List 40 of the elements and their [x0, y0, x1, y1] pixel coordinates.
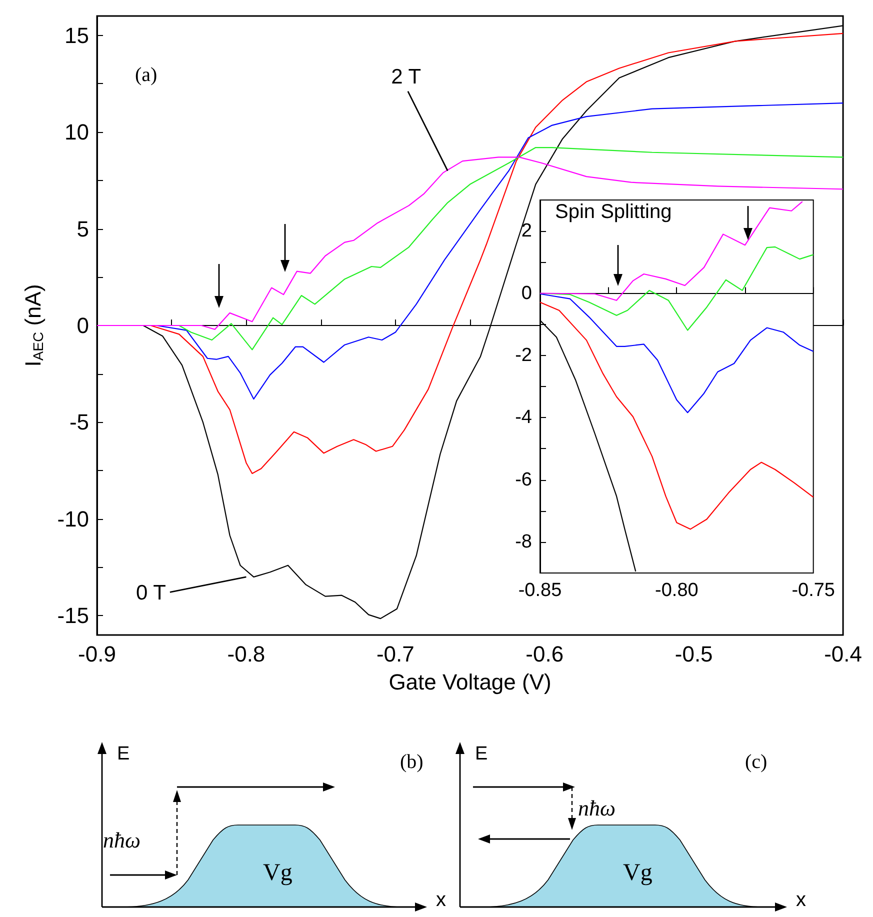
text: Vg: [623, 860, 652, 886]
y-tick-label: 0: [76, 313, 89, 338]
y-tick-label: -5: [69, 410, 89, 435]
y-tick-label: 15: [64, 22, 89, 48]
x-tick-label: -0.6: [526, 642, 564, 666]
y-tick-label: 0: [521, 282, 532, 304]
x-tick-label: -0.7: [376, 642, 414, 666]
text: nħω: [578, 796, 616, 820]
x-tick-label: -0.8: [227, 642, 266, 666]
x-tick-label: -0.85: [518, 580, 562, 601]
text: E: [475, 744, 488, 764]
y-tick-label: -6: [515, 469, 532, 490]
line-series: [539, 201, 803, 301]
annotation: 0 T: [136, 582, 166, 605]
text: (c): [745, 751, 768, 773]
y-tick-label: -15: [57, 603, 89, 628]
annotation: Spin Splitting: [555, 201, 672, 223]
annotation: (a): [135, 64, 158, 86]
x-tick-label: -0.80: [655, 580, 698, 601]
text: x: [796, 889, 806, 911]
y-tick-label: 2: [521, 220, 532, 242]
y-tick-label: -2: [515, 344, 532, 366]
x-tick-label: -0.75: [792, 580, 836, 601]
annotation: 2 T: [391, 66, 422, 89]
y-tick-label: -10: [57, 506, 89, 532]
line-series: [539, 302, 814, 530]
text: Vg: [263, 860, 292, 886]
y-tick-label: -4: [515, 407, 532, 428]
text: nħω: [103, 828, 141, 852]
text: (b): [400, 751, 424, 773]
x-axis-title: Gate Voltage (V): [388, 670, 552, 694]
y-axis-title: IAEC (nA): [20, 284, 46, 367]
y-tick-label: -8: [515, 531, 532, 552]
text: x: [436, 889, 446, 911]
x-tick-label: -0.9: [78, 642, 116, 666]
y-tick-label: 10: [64, 120, 89, 145]
x-tick-label: -0.5: [674, 642, 713, 666]
text: E: [117, 744, 130, 764]
y-tick-label: 5: [76, 216, 89, 242]
x-tick-label: -0.4: [824, 642, 862, 666]
